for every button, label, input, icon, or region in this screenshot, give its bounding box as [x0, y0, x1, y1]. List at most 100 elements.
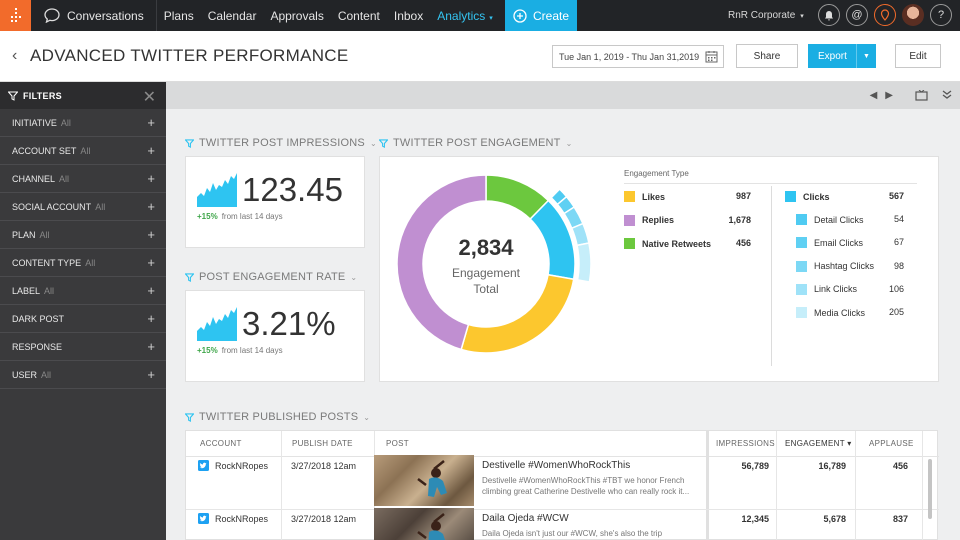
date-range-value: Tue Jan 1, 2019 - Thu Jan 31,2019: [559, 51, 700, 62]
filter-item[interactable]: ACCOUNT SET All +: [0, 137, 166, 165]
filter-value: All: [44, 285, 55, 296]
donut-outer-slice-link-clicks[interactable]: [570, 222, 590, 247]
post-thumbnail-image[interactable]: [374, 455, 474, 506]
nav-approvals[interactable]: Approvals: [270, 8, 324, 23]
row-account[interactable]: RockNRopes: [198, 460, 268, 471]
legend-value: 205: [888, 307, 904, 318]
filter-item[interactable]: INITIATIVE All +: [0, 109, 166, 137]
create-button[interactable]: Create: [505, 0, 577, 31]
filter-item[interactable]: RESPONSE +: [0, 333, 166, 361]
nav-inbox[interactable]: Inbox: [393, 8, 424, 23]
legend-swatch: [624, 191, 635, 202]
conversations-link[interactable]: Conversations: [31, 0, 157, 31]
nav-calendar[interactable]: Calendar: [207, 8, 257, 23]
row-engagement: 5,678: [823, 514, 846, 524]
app-logo[interactable]: [0, 0, 31, 31]
twitter-icon: [198, 460, 209, 471]
filter-item[interactable]: SOCIAL ACCOUNT All +: [0, 193, 166, 221]
donut-slice-replies[interactable]: [396, 174, 487, 351]
sparkline-chart: [197, 173, 237, 207]
filter-item[interactable]: DARK POST +: [0, 305, 166, 333]
filter-value: All: [60, 117, 71, 128]
nav-analytics[interactable]: Analytics ▾: [430, 9, 500, 23]
org-selector[interactable]: RnR Corporate ▾: [728, 0, 804, 31]
row-impressions: 56,789: [741, 461, 769, 471]
date-range-picker[interactable]: Tue Jan 1, 2019 - Thu Jan 31,2019: [552, 45, 724, 68]
post-title[interactable]: Destivelle #WomenWhoRockThis: [482, 460, 631, 471]
share-button[interactable]: Share: [736, 44, 798, 68]
legend-item: Hashtag Clicks: [796, 260, 874, 272]
plus-icon[interactable]: +: [147, 311, 155, 326]
legend-value: 54: [893, 214, 904, 224]
impressions-delta: +15% from last 14 days: [197, 212, 283, 221]
impressions-section-title[interactable]: TWITTER POST IMPRESSIONS ⌄: [185, 137, 377, 149]
legend-swatch: [796, 283, 807, 295]
table-scrollbar[interactable]: [928, 459, 932, 519]
back-arrow-icon[interactable]: ‹: [12, 47, 18, 64]
prev-arrow-icon[interactable]: ◀: [869, 90, 878, 101]
legend-swatch: [785, 191, 796, 202]
next-arrow-icon[interactable]: ▶: [885, 90, 893, 101]
filter-value: All: [39, 229, 50, 240]
tv-display-icon[interactable]: [915, 89, 928, 104]
engagement-rate-section-title[interactable]: POST ENGAGEMENT RATE ⌄: [185, 271, 357, 283]
notifications-bell-icon[interactable]: [818, 4, 840, 26]
plus-icon[interactable]: +: [147, 199, 155, 214]
engagement-section-title[interactable]: TWITTER POST ENGAGEMENT ⌄: [379, 137, 572, 149]
export-button[interactable]: Export ▼: [808, 44, 876, 68]
column-divider: [281, 431, 282, 540]
legend-item: Clicks: [785, 191, 830, 202]
mentions-at-icon[interactable]: @: [846, 4, 868, 26]
filter-label: DARK POST: [12, 313, 65, 324]
column-header-engagement[interactable]: ENGAGEMENT ▾: [785, 439, 852, 448]
column-header-applause[interactable]: APPLAUSE: [869, 439, 914, 448]
plus-icon[interactable]: +: [147, 283, 155, 298]
legend-label: Native Retweets: [642, 238, 712, 249]
post-thumbnail-image[interactable]: [374, 508, 474, 540]
column-header-publish-date[interactable]: PUBLISH DATE: [292, 439, 353, 448]
plus-icon[interactable]: +: [147, 367, 155, 382]
row-account[interactable]: RockNRopes: [198, 513, 268, 524]
delta-percent: +15%: [197, 346, 218, 355]
column-divider: [776, 431, 777, 540]
engagement-total-label-2: Total: [473, 282, 499, 296]
plus-icon[interactable]: +: [147, 143, 155, 158]
help-icon[interactable]: ?: [930, 4, 952, 26]
row-divider: [186, 509, 939, 510]
column-header-account[interactable]: ACCOUNT: [200, 439, 242, 448]
plus-icon[interactable]: +: [147, 339, 155, 354]
plus-icon[interactable]: +: [147, 115, 155, 130]
engagement-donut-chart: [396, 174, 592, 354]
plus-icon[interactable]: +: [147, 255, 155, 270]
close-icon[interactable]: ✕: [142, 89, 156, 106]
legend-label: Link Clicks: [814, 284, 858, 295]
plus-icon[interactable]: +: [147, 227, 155, 242]
filter-item[interactable]: CHANNEL All +: [0, 165, 166, 193]
edit-button[interactable]: Edit: [895, 44, 941, 68]
filter-label: PLAN: [12, 229, 36, 240]
legend-label: Detail Clicks: [814, 214, 864, 225]
post-title[interactable]: Daila Ojeda #WCW: [482, 513, 569, 524]
legend-label: Clicks: [803, 191, 830, 202]
row-applause: 456: [892, 461, 908, 471]
page-header: ‹ ADVANCED TWITTER PERFORMANCE Tue Jan 1…: [0, 31, 960, 82]
nav-content[interactable]: Content: [337, 8, 380, 23]
export-dropdown-caret-icon[interactable]: ▼: [856, 44, 876, 68]
filter-item[interactable]: LABEL All +: [0, 277, 166, 305]
chat-bubble-icon: [44, 8, 60, 23]
donut-outer-slice-media-clicks[interactable]: [576, 242, 592, 283]
legend-value: 67: [893, 237, 904, 248]
column-header-post[interactable]: POST: [386, 439, 409, 448]
posts-section-title[interactable]: TWITTER PUBLISHED POSTS ⌄: [185, 411, 370, 423]
row-impressions: 12,345: [741, 514, 769, 524]
plus-icon[interactable]: +: [147, 171, 155, 186]
filter-item[interactable]: CONTENT TYPE All +: [0, 249, 166, 277]
user-avatar[interactable]: [902, 4, 924, 26]
location-pin-icon[interactable]: [874, 4, 896, 26]
filter-item[interactable]: USER All +: [0, 361, 166, 389]
legend-swatch: [624, 214, 635, 226]
collapse-chevrons-icon[interactable]: [942, 90, 952, 104]
nav-plans[interactable]: Plans: [163, 8, 194, 23]
column-header-impressions[interactable]: IMPRESSIONS: [716, 439, 775, 448]
filter-item[interactable]: PLAN All +: [0, 221, 166, 249]
